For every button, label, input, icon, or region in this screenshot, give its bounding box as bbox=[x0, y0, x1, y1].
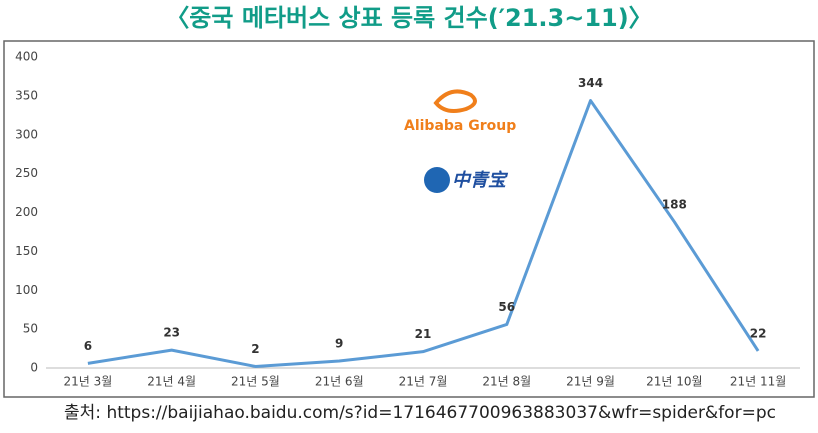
x-tick-label: 21년 3월 bbox=[63, 375, 112, 389]
x-tick-label: 21년 10월 bbox=[646, 375, 702, 389]
data-label: 21 bbox=[415, 327, 432, 341]
data-line bbox=[87, 99, 760, 368]
data-label: 188 bbox=[662, 197, 687, 211]
x-tick-label: 21년 9월 bbox=[566, 375, 615, 389]
data-label: 6 bbox=[84, 339, 92, 353]
y-tick-label: 350 bbox=[15, 88, 38, 102]
data-label: 2 bbox=[251, 342, 259, 356]
x-tick-label: 21년 7월 bbox=[399, 375, 448, 389]
data-label: 344 bbox=[578, 76, 603, 90]
x-tick-label: 21년 11월 bbox=[730, 375, 786, 389]
data-label: 9 bbox=[335, 337, 343, 351]
logo-text: 中青宝 bbox=[452, 170, 509, 191]
logo-text: Alibaba Group bbox=[404, 118, 516, 134]
data-label: 56 bbox=[498, 300, 515, 314]
x-tick-label: 21년 6월 bbox=[315, 375, 364, 389]
alibaba-logo bbox=[433, 89, 477, 113]
x-tick-label: 21년 4월 bbox=[147, 375, 196, 389]
data-label: 22 bbox=[750, 326, 767, 340]
y-tick-label: 400 bbox=[15, 50, 38, 64]
x-tick-label: 21년 8월 bbox=[482, 375, 531, 389]
data-label: 23 bbox=[163, 326, 180, 340]
y-tick-label: 0 bbox=[30, 361, 38, 375]
y-tick-label: 50 bbox=[23, 322, 38, 336]
x-tick-label: 21년 5월 bbox=[231, 375, 280, 389]
chart-title: 〈중국 메타버스 상표 등록 건수(′21.3~11)〉 bbox=[165, 4, 652, 32]
y-tick-label: 200 bbox=[15, 205, 38, 219]
y-tick-label: 300 bbox=[15, 127, 38, 141]
cyou-logo bbox=[424, 167, 450, 193]
source: 출처: https://baijiahao.baidu.com/s?id=171… bbox=[64, 403, 776, 423]
chart-frame bbox=[3, 40, 815, 398]
y-tick-label: 150 bbox=[15, 244, 38, 258]
y-tick-label: 100 bbox=[15, 283, 38, 297]
y-tick-label: 250 bbox=[15, 166, 38, 180]
